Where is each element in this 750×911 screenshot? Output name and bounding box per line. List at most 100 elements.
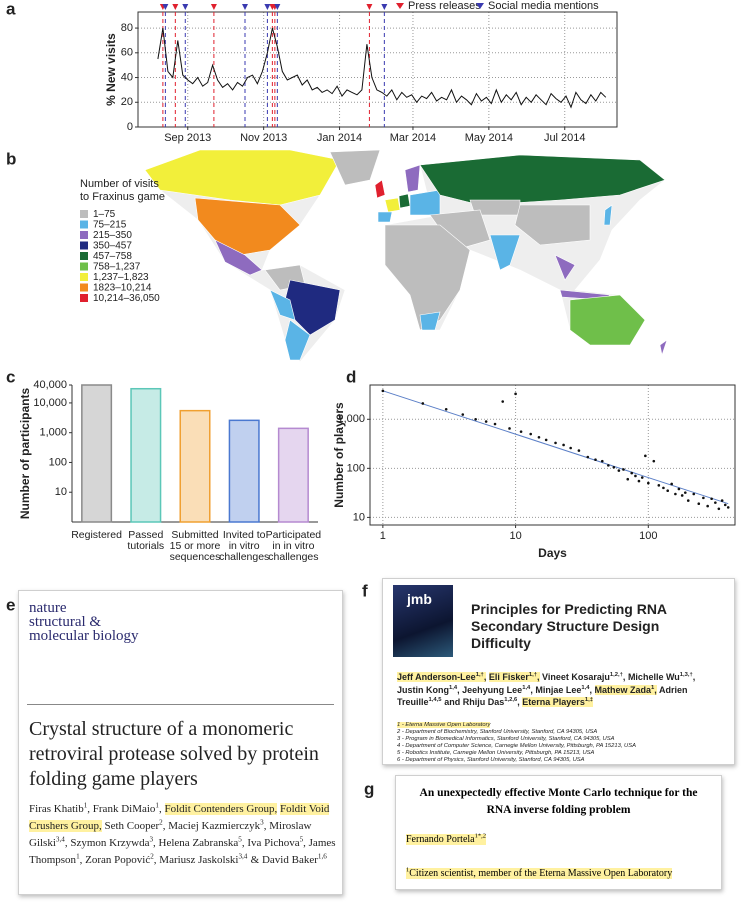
legend-swatch (80, 231, 88, 239)
author-affiliation-mark: 1*,2 (474, 832, 486, 840)
author-affiliation-mark: 1,† (475, 672, 484, 678)
affiliation: 3 - Program in Biomedical Informatics, S… (397, 736, 727, 743)
data-point (652, 459, 656, 463)
event-marker (274, 4, 281, 10)
author-separator: , (654, 684, 657, 695)
paper-title: Principles for Predicting RNA Secondary … (471, 601, 667, 651)
author: Eterna Players1,‡ (522, 697, 593, 707)
panel-label: e (6, 595, 15, 614)
affiliation-text: 2 - Department of Biochemistry, Stanford… (397, 729, 597, 735)
y-axis-title: % New visits (104, 33, 118, 106)
country-shape (603, 204, 613, 226)
journal-logo: nature structural & molecular biology (29, 600, 139, 644)
bar (179, 409, 211, 523)
affiliation-name: Citizen scientist, member of the Eterna … (409, 868, 673, 879)
data-point (461, 413, 465, 416)
author-affiliation-mark: 1,4 (449, 684, 458, 691)
author-name: Adrien Treuille (397, 684, 688, 708)
country-shape (284, 319, 311, 361)
event-marker (182, 4, 189, 10)
affiliation-name: 5 - Robotics Institute, Carnegie Mellon … (397, 749, 595, 756)
author-affiliation-mark: 1,2,† (609, 672, 623, 678)
affiliation-name: 2 - Department of Biochemistry, Stanford… (397, 728, 598, 735)
data-point (493, 422, 497, 426)
x-tick-label: Invited to (223, 529, 266, 541)
data-point (637, 479, 641, 483)
data-point (666, 489, 669, 493)
x-tick-label: Passed (128, 529, 163, 541)
data-point (444, 407, 448, 411)
legend-label: Social media mentions (488, 0, 599, 12)
affiliation-text: 4 - Department of Computer Science, Carn… (397, 743, 636, 749)
data-point (626, 477, 630, 481)
author-name: Frank DiMaio (92, 803, 156, 815)
data-point (474, 417, 477, 421)
author-affiliation-mark: 1 (651, 684, 655, 691)
affiliation: 2 - Department of Biochemistry, Stanford… (397, 729, 727, 736)
data-point (723, 503, 727, 507)
author-name: Seth Cooper (104, 820, 160, 832)
author-affiliation-mark: 1,4 (522, 684, 531, 691)
author-separator: , (153, 854, 157, 866)
country-shape (404, 164, 421, 193)
author: David Baker1,6 (262, 852, 327, 866)
country-shape (554, 254, 576, 281)
data-point (674, 492, 677, 496)
country-shape (659, 339, 668, 357)
event-marker (381, 4, 388, 10)
data-point (717, 507, 721, 511)
world-map (144, 149, 668, 363)
affiliation: 1 - Eterna Massive Open Laboratory (397, 722, 727, 729)
y-tick-label: 40,000 (33, 379, 67, 391)
author-name: Eli Fisker (488, 672, 529, 682)
country-shape (144, 149, 341, 206)
country-shape (514, 204, 591, 246)
data-point (577, 449, 581, 452)
legend-swatch (80, 220, 88, 229)
legend-label: Press releases (408, 0, 481, 12)
y-tick-label: 100 (347, 462, 365, 474)
x-tick-label: Mar 2014 (390, 132, 436, 144)
y-axis-title: Number of participants (18, 388, 32, 520)
event-marker (264, 4, 271, 10)
data-point (680, 494, 684, 497)
author-separator: , (153, 837, 156, 849)
country-shape (329, 149, 381, 186)
y-tick-label: 0 (127, 121, 133, 133)
affiliation: 4 - Department of Computer Science, Carn… (397, 743, 727, 750)
data-point (607, 464, 610, 467)
author-name: Jeff Anderson-Lee (397, 672, 476, 682)
country-shape (419, 154, 666, 206)
author-affiliation-mark: 1,3,† (679, 672, 693, 678)
author: Helena Zabranska5, (159, 836, 245, 849)
paper-g: An unexpectedly effective Monte Carlo te… (395, 775, 722, 890)
y-axis-title: Number of players (332, 402, 346, 508)
author-list: Jeff Anderson-Lee1,†, Eli Fisker1,†, Vin… (397, 671, 722, 709)
affiliation-name: 1 - Eterna Massive Open Laboratory (397, 722, 491, 728)
author: Rhiju Das1,2,6, (463, 697, 520, 707)
country-shape (214, 239, 263, 276)
author-separator: , (517, 697, 520, 707)
legend-label: 758–1,237 (93, 262, 141, 273)
affiliation-text: 1Citizen scientist, member of the Eterna… (406, 867, 673, 879)
legend-label: 1823–10,214 (93, 283, 152, 294)
author-name: Mathew Zada (594, 684, 652, 695)
journal-cover: jmb (393, 585, 453, 657)
journal-line: nature (29, 600, 67, 616)
affiliation-name: 4 - Department of Computer Science, Carn… (397, 742, 636, 749)
y-tick-label: 100 (49, 456, 67, 468)
author-affiliation-mark: 1,2,6 (504, 697, 518, 703)
legend-swatch (80, 252, 88, 260)
y-tick-label: 10 (55, 486, 67, 498)
plot-frame (369, 384, 736, 526)
author: Firas Khatib1, (29, 802, 90, 815)
data-point (634, 474, 637, 478)
author-affiliation-mark: 1,† (528, 672, 537, 678)
author-name: Mariusz Jaskolski (159, 854, 239, 866)
author-affiliation-mark: 1,6 (317, 852, 327, 861)
affiliation-name: 3 - Program in Biomedical Informatics, S… (397, 735, 615, 742)
author-separator: , (64, 837, 68, 849)
journal-line: molecular biology (29, 628, 139, 644)
author-name: Szymon Krzywda (70, 837, 150, 849)
author-name: Foldit Void Crushers Group (29, 803, 330, 832)
